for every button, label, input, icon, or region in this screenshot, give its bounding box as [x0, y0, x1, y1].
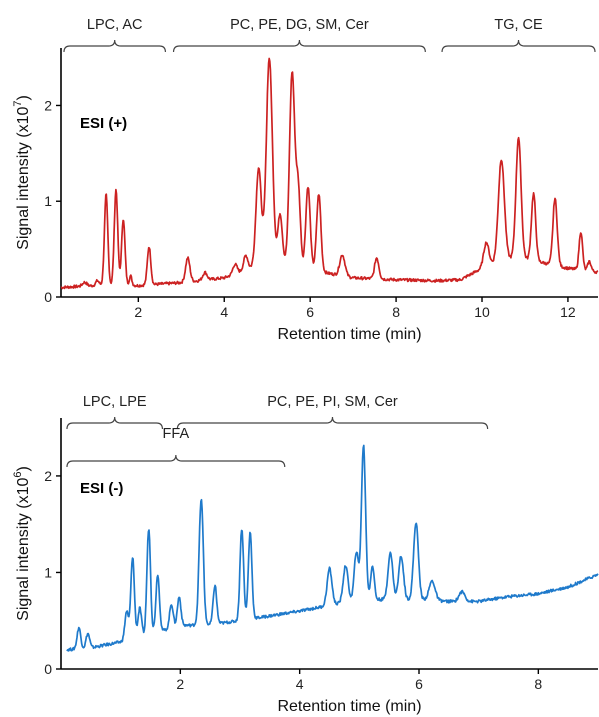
x-tick-label: 4 [296, 676, 304, 692]
lipid-class-label: TG, CE [494, 17, 543, 33]
y-axis-title: Signal intensity (x107) [12, 95, 32, 250]
y-tick-label: 0 [44, 661, 52, 677]
y-tick-label: 2 [44, 468, 52, 484]
x-axis-title: Retention time (min) [277, 698, 421, 715]
x-tick-label: 2 [176, 676, 184, 692]
lipid-class-bracket [172, 39, 426, 53]
lipid-class-label: LPC, LPE [83, 394, 147, 410]
y-axis-title-close: ) [15, 466, 32, 471]
ionization-mode-label: ESI (+) [80, 115, 127, 132]
x-axis-title: Retention time (min) [277, 326, 421, 343]
x-tick-label: 8 [534, 676, 542, 692]
chromatogram-trace [60, 57, 599, 290]
lipid-class-bracket [176, 416, 489, 430]
x-tick-label: 6 [415, 676, 423, 692]
ionization-mode-label: ESI (-) [80, 480, 123, 497]
y-axis-title-close: ) [15, 95, 32, 100]
y-axis-title-exponent: 7 [12, 101, 24, 107]
y-axis-title-main: Signal intensity (x10 [15, 107, 32, 250]
x-tick-label: 6 [306, 304, 314, 320]
lipid-class-bracket [441, 39, 596, 53]
lipid-class-label: FFA [163, 426, 190, 442]
y-axis-title: Signal intensity (x106) [12, 466, 32, 621]
lipid-class-bracket [63, 39, 166, 53]
lipid-class-label: PC, PE, DG, SM, Cer [230, 17, 369, 33]
y-tick-label: 2 [44, 97, 52, 113]
x-tick-label: 10 [474, 304, 490, 320]
x-tick-label: 12 [560, 304, 576, 320]
x-tick-label: 8 [392, 304, 400, 320]
lipid-class-bracket [66, 454, 286, 468]
x-tick-label: 4 [220, 304, 228, 320]
lipid-class-bracket [66, 416, 164, 430]
chart-panel-2: 2 4 6 8 0 1 2 Retention time (min) Signal intens… [12, 394, 599, 715]
x-tick-label: 2 [134, 304, 142, 320]
y-tick-label: 0 [44, 289, 52, 305]
lipid-class-label: PC, PE, PI, SM, Cer [267, 394, 398, 410]
y-axis-title-main: Signal intensity (x10 [15, 478, 32, 621]
y-tick-label: 1 [44, 193, 52, 209]
chromatogram-trace [66, 444, 599, 652]
y-axis-title-exponent: 6 [12, 472, 24, 478]
y-tick-label: 1 [44, 564, 52, 580]
lipid-class-label: LPC, AC [87, 17, 143, 33]
